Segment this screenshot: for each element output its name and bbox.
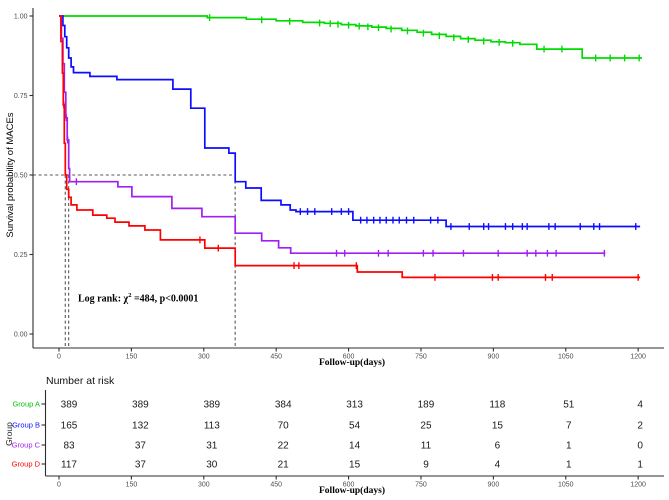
risk-value-group-c: 0 — [637, 441, 643, 452]
risk-x-tick-label: 450 — [270, 482, 282, 489]
risk-value-group-d: 4 — [495, 460, 501, 471]
risk-value-group-c: 1 — [566, 441, 572, 452]
risk-value-group-b: 70 — [278, 421, 290, 432]
risk-value-group-c: 6 — [495, 441, 501, 452]
risk-value-group-a: 313 — [346, 400, 363, 411]
risk-value-group-b: 15 — [492, 421, 504, 432]
survival-curve-group-c — [59, 15, 606, 255]
risk-value-group-c: 22 — [278, 441, 290, 452]
risk-x-tick-label: 1050 — [558, 482, 574, 489]
risk-value-group-b: 54 — [349, 421, 361, 432]
chi-square-superscript: 2 — [128, 292, 132, 299]
x-tick-label: 0 — [57, 354, 61, 361]
risk-value-group-a: 389 — [61, 400, 78, 411]
risk-value-group-d: 15 — [349, 460, 361, 471]
risk-value-group-a: 384 — [275, 400, 292, 411]
risk-value-group-b: 132 — [132, 421, 149, 432]
x-tick-label: 150 — [126, 354, 138, 361]
risk-value-group-d: 9 — [423, 460, 429, 471]
risk-row-label-group-d: Group D — [12, 460, 41, 469]
x-tick-label: 900 — [488, 354, 500, 361]
y-tick-label: 0.50 — [14, 173, 28, 180]
risk-value-group-c: 11 — [421, 441, 432, 452]
x-tick-label: 1050 — [558, 354, 574, 361]
survival-curve-group-b — [59, 15, 641, 228]
risk-value-group-d: 30 — [206, 460, 218, 471]
risk-value-group-d: 37 — [135, 460, 147, 471]
risk-x-tick-label: 0 — [57, 482, 61, 489]
risk-value-group-d: 21 — [278, 460, 290, 471]
x-axis-title: Follow-up(days) — [319, 358, 385, 368]
log-rank-pvalue-text: =484, p<0.0001 — [131, 293, 199, 305]
risk-value-group-c: 14 — [349, 441, 361, 452]
x-tick-label: 1200 — [630, 354, 646, 361]
survival-curve-group-a — [59, 15, 642, 59]
risk-value-group-a: 4 — [637, 400, 643, 411]
y-tick-label: 1.00 — [14, 14, 28, 21]
risk-x-tick-label: 600 — [343, 482, 355, 489]
y-tick-label: 0.00 — [14, 332, 28, 339]
risk-value-group-b: 113 — [204, 421, 220, 432]
x-tick-label: 750 — [415, 354, 427, 361]
risk-value-group-d: 117 — [61, 460, 77, 471]
risk-value-group-a: 389 — [203, 400, 220, 411]
risk-value-group-c: 37 — [135, 441, 147, 452]
risk-value-group-b: 165 — [61, 421, 78, 432]
x-tick-label: 450 — [270, 354, 282, 361]
y-axis-title: Survival probability of MACEs — [5, 112, 16, 238]
risk-value-group-a: 51 — [563, 400, 575, 411]
x-tick-label: 300 — [198, 354, 210, 361]
log-rank-text: Log rank: χ — [78, 293, 129, 305]
x-tick-label: 600 — [343, 354, 355, 361]
risk-row-label-group-b: Group B — [12, 421, 40, 430]
risk-x-tick-label: 750 — [415, 482, 427, 489]
risk-value-group-c: 83 — [63, 441, 75, 452]
risk-table-group-axis-label: Group — [4, 422, 14, 446]
risk-x-tick-label: 300 — [198, 482, 210, 489]
risk-table-title: Number at risk — [46, 375, 115, 387]
risk-value-group-a: 118 — [489, 400, 505, 411]
risk-value-group-a: 389 — [132, 400, 149, 411]
risk-x-tick-label: 900 — [488, 482, 500, 489]
risk-value-group-a: 189 — [418, 400, 435, 411]
risk-row-label-group-c: Group C — [12, 441, 41, 450]
log-rank-annotation: Log rank: χ2 =484, p<0.0001 — [78, 292, 198, 304]
risk-row-label-group-a: Group A — [12, 400, 40, 409]
risk-value-group-b: 25 — [420, 421, 432, 432]
risk-value-group-c: 31 — [206, 441, 218, 452]
y-tick-label: 0.75 — [14, 93, 28, 100]
risk-x-tick-label: 150 — [126, 482, 138, 489]
risk-value-group-d: 1 — [637, 460, 643, 471]
y-tick-label: 0.25 — [14, 252, 28, 259]
risk-value-group-d: 1 — [566, 460, 572, 471]
risk-value-group-b: 7 — [566, 421, 572, 432]
risk-x-tick-label: 1200 — [630, 482, 646, 489]
survival-curve-group-d — [59, 15, 641, 279]
risk-value-group-b: 2 — [637, 421, 643, 432]
risk-table-x-axis-title: Follow-up(days) — [319, 486, 385, 496]
